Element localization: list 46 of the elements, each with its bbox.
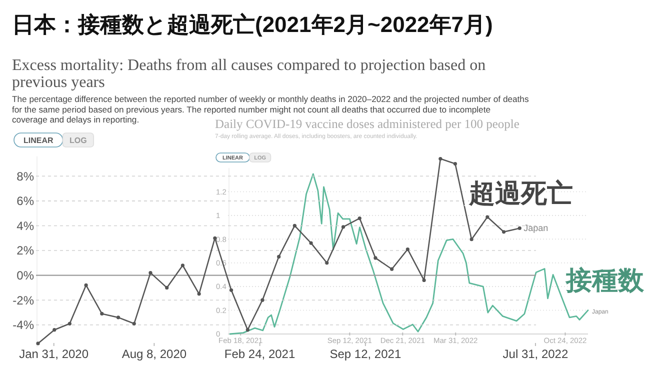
x-tick-label: Sep 12, 2021 — [330, 347, 402, 361]
point — [325, 261, 329, 265]
y-tick-label: -4% — [12, 318, 34, 332]
x-tick-label: Jan 31, 2020 — [19, 347, 89, 361]
x-tick-label: Jul 31, 2022 — [502, 347, 568, 361]
chart-title: Daily COVID-19 vaccine doses administered per 100 people — [215, 117, 520, 131]
series-label: Japan — [524, 223, 548, 234]
point — [197, 292, 201, 296]
y-tick-label: 6% — [16, 194, 34, 208]
y-tick-label: 8% — [16, 169, 34, 184]
point — [438, 156, 442, 161]
point — [406, 247, 410, 252]
point — [502, 230, 506, 234]
point — [36, 342, 40, 346]
point — [309, 241, 313, 245]
point — [277, 254, 281, 259]
y-tick-label: 0% — [16, 268, 34, 283]
x-tick-label: Feb 24, 2021 — [224, 347, 296, 361]
point — [229, 288, 234, 292]
point — [180, 264, 184, 268]
point — [470, 238, 474, 242]
point — [260, 298, 264, 302]
point — [374, 256, 378, 260]
point — [422, 278, 426, 282]
x-tick-label: Aug 8, 2020 — [122, 347, 187, 361]
point — [246, 328, 250, 332]
y-tick-label: -2% — [12, 293, 34, 308]
point — [100, 312, 104, 316]
annotation: 超過死亡 — [468, 178, 573, 208]
point — [116, 316, 120, 320]
point — [518, 226, 522, 230]
y-tick-label: 4% — [16, 218, 34, 233]
point — [148, 271, 152, 275]
point — [84, 283, 88, 288]
point — [390, 267, 394, 271]
chart-title: Excess mortality: Deaths from all causes compared to projection based on previous years — [12, 57, 486, 91]
y-tick-label: 2% — [16, 244, 34, 258]
toggle-button: LINEAR — [14, 132, 64, 148]
point — [453, 162, 457, 166]
text: 日本：接種数と超過死亡(2021年2月~2022年7月) — [12, 12, 493, 37]
point — [486, 215, 490, 219]
point — [358, 216, 362, 220]
annotation: 接種数 — [565, 265, 645, 296]
point — [165, 286, 169, 290]
toggle-button: LOG — [62, 132, 94, 148]
point — [52, 328, 56, 332]
